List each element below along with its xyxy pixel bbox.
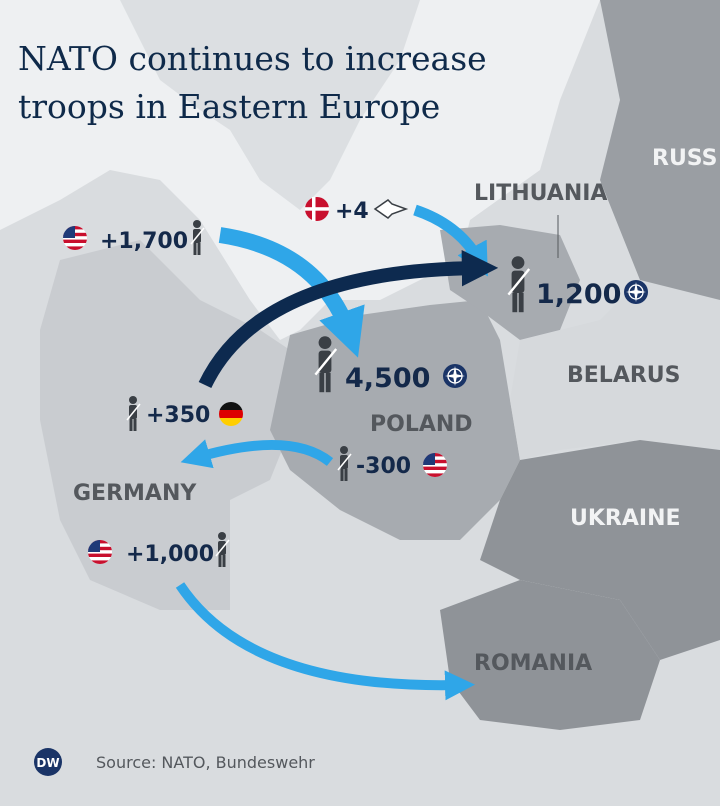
title-line: troops in Eastern Europe [18, 87, 440, 126]
country-label: ROMANIA [474, 651, 592, 676]
us-flag [63, 226, 87, 250]
troop-label: 4,500 [345, 363, 430, 394]
us-flag [423, 453, 447, 477]
arrow [198, 249, 499, 389]
country-label: POLAND [370, 412, 473, 437]
troop-label: -300 [356, 454, 411, 479]
arrow [180, 439, 334, 469]
denmark-flag [305, 197, 329, 221]
troop-label: +4 [335, 199, 369, 224]
country-label: BELARUS [567, 363, 681, 388]
logo-text: DW [36, 756, 59, 770]
country-label: RUSS [652, 146, 718, 171]
troop-label: +1,700 [100, 229, 188, 254]
arrows [175, 204, 499, 701]
troop-label: +1,000 [126, 542, 214, 567]
us-flag [88, 540, 112, 564]
nato-icon [442, 363, 468, 389]
logo [34, 748, 62, 776]
source: Source: NATO, Bundeswehr [96, 753, 315, 772]
troop-label: 1,200 [536, 279, 621, 310]
title-line: NATO continues to increase [18, 39, 487, 78]
country-label: UKRAINE [570, 506, 681, 531]
nato-icon [623, 279, 649, 305]
troop-label: +350 [146, 403, 210, 428]
jet-icon [373, 199, 409, 219]
germany-flag [219, 402, 243, 426]
arrow [218, 227, 365, 358]
country-label: GERMANY [73, 481, 197, 506]
country-label: LITHUANIA [474, 181, 607, 206]
arrow [175, 582, 475, 701]
